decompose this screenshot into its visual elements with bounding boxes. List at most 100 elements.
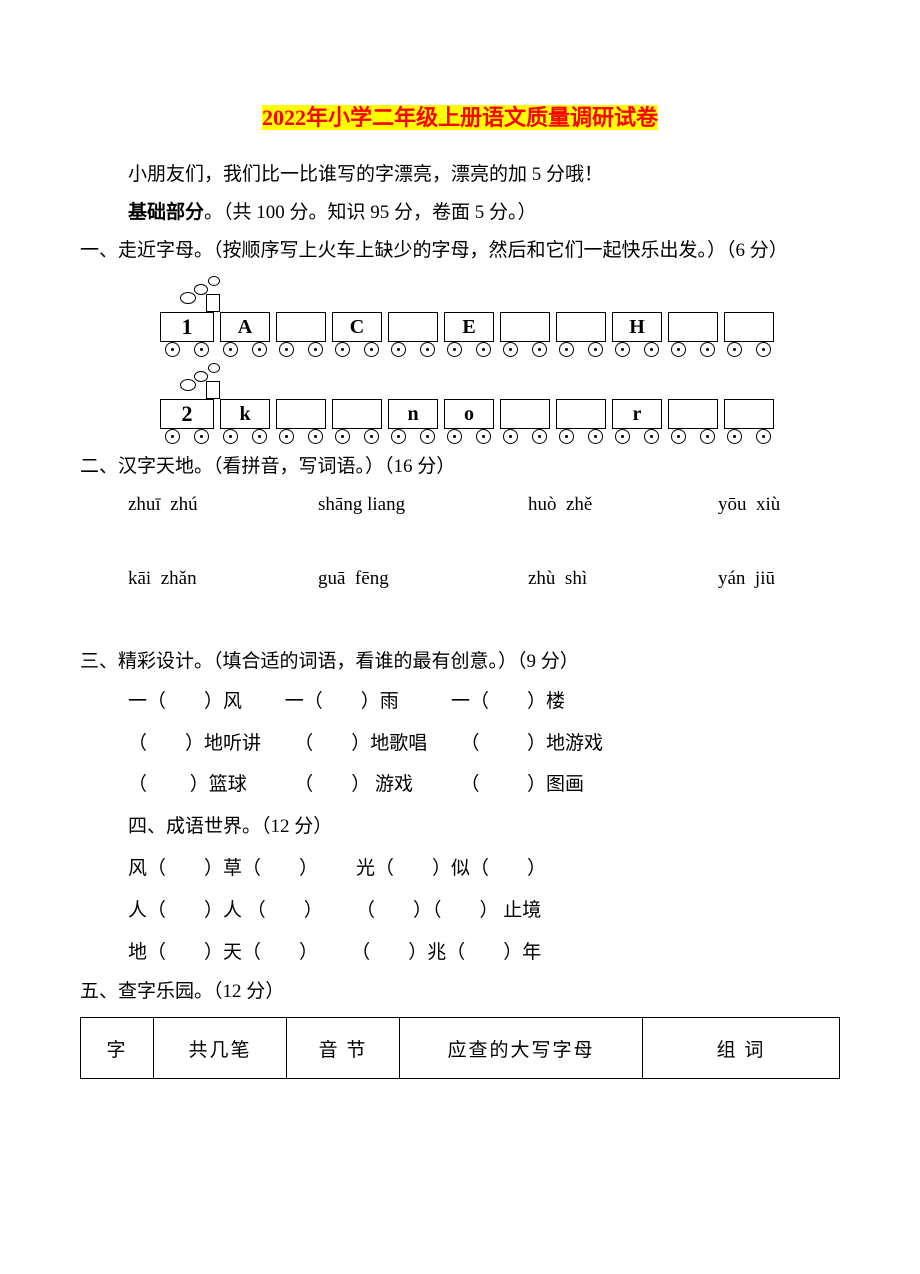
table-header-row: 字 共几笔 音 节 应查的大写字母 组 词 [81, 1018, 840, 1079]
page: 2022年小学二年级上册语文质量调研试卷 小朋友们，我们比一比谁写的字漂亮，漂亮… [0, 0, 920, 1274]
q5-heading: 五、查字乐园。（12 分） [80, 973, 840, 1011]
wheels-icon [391, 429, 435, 444]
wheels-icon [671, 429, 715, 444]
car-letter[interactable] [500, 399, 550, 429]
pinyin-cell: kāi zhǎn [128, 564, 318, 594]
car-letter[interactable] [556, 399, 606, 429]
pinyin-cell: yōu xiù [718, 490, 780, 520]
train-car [276, 399, 326, 444]
wheels-icon [223, 342, 267, 357]
train-car: E [444, 312, 494, 357]
train-2-engine-label: 2 [160, 399, 214, 429]
wheels-icon [559, 342, 603, 357]
wheels-icon [727, 342, 771, 357]
car-letter[interactable] [668, 399, 718, 429]
car-letter: r [612, 399, 662, 429]
wheels-icon [165, 429, 209, 444]
train-2-engine: 2 [160, 399, 214, 444]
train-car [332, 399, 382, 444]
car-letter: H [612, 312, 662, 342]
train-car: n [388, 399, 438, 444]
train-car [668, 399, 718, 444]
car-letter: k [220, 399, 270, 429]
wheels-icon [279, 342, 323, 357]
wheels-icon [335, 342, 379, 357]
car-letter[interactable] [556, 312, 606, 342]
q2-heading: 二、汉字天地。（看拼音，写词语。）（16 分） [80, 448, 840, 486]
wheels-icon [615, 342, 659, 357]
table-header: 组 词 [643, 1018, 840, 1079]
wheels-icon [223, 429, 267, 444]
car-letter: E [444, 312, 494, 342]
train-car [668, 312, 718, 357]
wheels-icon [391, 342, 435, 357]
pinyin-cell: zhuī zhú [128, 490, 318, 520]
intro-bold: 基础部分 [128, 202, 204, 223]
q2-row2: kāi zhǎn guā fēng zhù shì yán jiū [128, 564, 840, 594]
wheels-icon [559, 429, 603, 444]
title-year: 2022 [262, 105, 306, 130]
train-car [388, 312, 438, 357]
q3-heading: 三、精彩设计。（填合适的词语，看谁的最有创意。）（9 分） [80, 643, 840, 681]
train-1-cars: 1 A C E H [160, 312, 840, 357]
page-title: 2022年小学二年级上册语文质量调研试卷 [80, 100, 840, 132]
wheels-icon [279, 429, 323, 444]
q4-line1: 风（ ）草（ ） 光（ ）似（ ） [128, 848, 840, 890]
train-1-engine-label: 1 [160, 312, 214, 342]
car-letter: C [332, 312, 382, 342]
car-letter[interactable] [500, 312, 550, 342]
wheels-icon [447, 429, 491, 444]
train-car [500, 312, 550, 357]
q1-heading: 一、走近字母。（按顺序写上火车上缺少的字母，然后和它们一起快乐出发。）（6 分） [80, 232, 840, 270]
pinyin-cell: guā fēng [318, 564, 528, 594]
car-letter[interactable] [276, 312, 326, 342]
car-letter[interactable] [724, 312, 774, 342]
train-car [724, 312, 774, 357]
car-letter[interactable] [668, 312, 718, 342]
train-1-smoke-row [160, 274, 840, 312]
train-1-engine: 1 [160, 312, 214, 357]
q3-line3: （ ）篮球 （ ） 游戏 （ ）图画 [128, 764, 840, 806]
train-car [724, 399, 774, 444]
wheels-icon [503, 429, 547, 444]
title-text: 年小学二年级上册语文质量调研试卷 [306, 105, 658, 130]
train-car [500, 399, 550, 444]
pinyin-cell: huò zhě [528, 490, 718, 520]
pinyin-cell: shāng liang [318, 490, 528, 520]
car-letter: n [388, 399, 438, 429]
answer-gap[interactable] [80, 595, 840, 635]
wheels-icon [447, 342, 491, 357]
wheels-icon [165, 342, 209, 357]
table-header: 应查的大写字母 [400, 1018, 643, 1079]
train-car: C [332, 312, 382, 357]
car-letter[interactable] [332, 399, 382, 429]
lookup-table: 字 共几笔 音 节 应查的大写字母 组 词 [80, 1017, 840, 1079]
car-letter: A [220, 312, 270, 342]
car-letter[interactable] [276, 399, 326, 429]
wheels-icon [671, 342, 715, 357]
train-car [276, 312, 326, 357]
train-car: o [444, 399, 494, 444]
wheels-icon [335, 429, 379, 444]
q3-line2: （ ）地听讲 （ ）地歌唱 （ ）地游戏 [128, 723, 840, 765]
q4-line3: 地（ ）天（ ） （ ）兆（ ）年 [128, 932, 840, 974]
train-2: 2 k n o r [160, 361, 840, 444]
car-letter[interactable] [724, 399, 774, 429]
pinyin-cell: yán jiū [718, 564, 775, 594]
train-car: A [220, 312, 270, 357]
q3-line1: 一（ ）风 一（ ）雨 一（ ）楼 [128, 681, 840, 723]
train-car: k [220, 399, 270, 444]
intro-line-2: 基础部分。（共 100 分。知识 95 分，卷面 5 分。） [128, 194, 840, 232]
pinyin-cell: zhù shì [528, 564, 718, 594]
q4-line2: 人（ ）人 （ ） （ ）（ ） 止境 [128, 890, 840, 932]
train-2-smoke-row [160, 361, 840, 399]
wheels-icon [503, 342, 547, 357]
train-2-cars: 2 k n o r [160, 399, 840, 444]
smoke-icon [172, 274, 228, 312]
table-header: 共几笔 [154, 1018, 287, 1079]
train-car: r [612, 399, 662, 444]
table-header: 音 节 [287, 1018, 400, 1079]
car-letter[interactable] [388, 312, 438, 342]
answer-gap[interactable] [80, 520, 840, 560]
q2-row1: zhuī zhú shāng liang huò zhě yōu xiù [128, 490, 840, 520]
